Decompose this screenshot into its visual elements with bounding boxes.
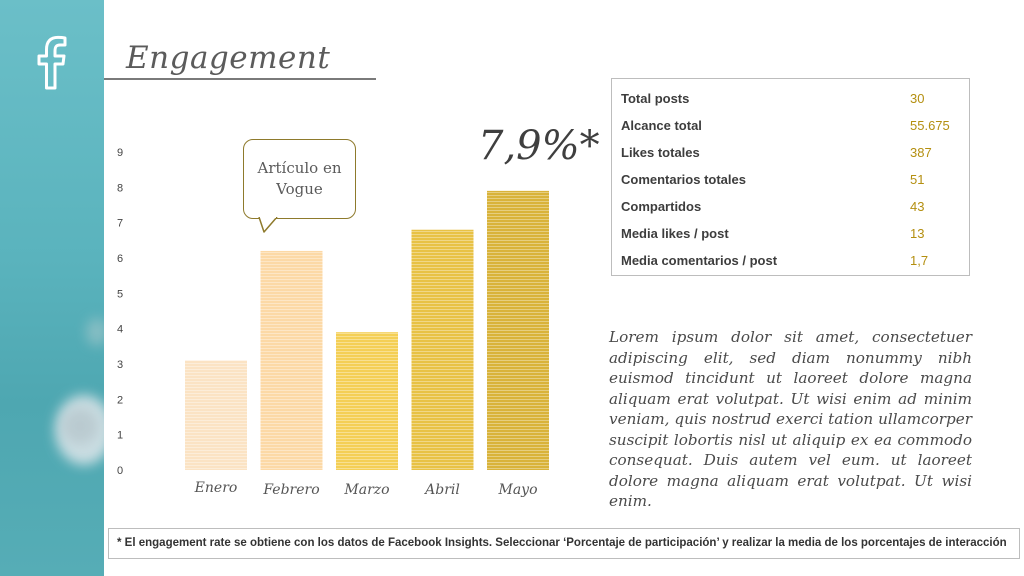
stats-label: Compartidos <box>621 199 702 214</box>
y-tick-label: 5 <box>117 288 123 300</box>
stats-label: Media comentarios / post <box>621 253 778 268</box>
engagement-bar-chart: 0 1 2 3 4 5 6 7 8 9 Enero Febrero Marzo Abril Mayo <box>117 147 549 498</box>
bar-texture <box>260 250 323 470</box>
stats-value: 1,7 <box>910 253 929 268</box>
x-category-label: Abril <box>423 482 460 498</box>
x-category-label: Mayo <box>497 482 537 498</box>
stats-label: Comentarios totales <box>621 172 746 187</box>
y-tick-label: 3 <box>117 359 123 371</box>
y-tick-label: 8 <box>117 182 123 194</box>
stats-value: 387 <box>910 145 932 160</box>
stats-label: Alcance total <box>621 118 702 133</box>
stats-value: 51 <box>910 172 925 187</box>
blurred-bud-decoration <box>86 318 104 346</box>
page-title: Engagement <box>126 40 331 76</box>
stats-value: 13 <box>910 226 925 241</box>
y-tick-label: 7 <box>117 218 123 230</box>
stats-value: 30 <box>910 91 925 106</box>
y-tick-label: 2 <box>117 394 123 406</box>
stats-row: Media likes / post 13 <box>612 220 969 247</box>
title-underline <box>104 78 376 80</box>
y-tick-label: 9 <box>117 147 123 159</box>
blurred-flower-center <box>62 408 98 444</box>
side-decoration-strip <box>0 0 104 576</box>
bar-texture <box>185 360 247 470</box>
x-category-label: Marzo <box>343 482 389 498</box>
stats-row: Total posts 30 <box>612 85 969 112</box>
x-category-label: Enero <box>194 480 238 496</box>
stats-value: 43 <box>910 199 925 214</box>
callout-bubble: Artículo en Vogue <box>243 139 356 219</box>
stats-row: Alcance total 55.675 <box>612 112 969 139</box>
bar-texture <box>411 229 474 470</box>
facebook-icon <box>37 35 67 90</box>
stats-row: Media comentarios / post 1,7 <box>612 247 969 274</box>
y-tick-label: 4 <box>117 324 123 336</box>
stats-label: Media likes / post <box>621 226 729 241</box>
y-tick-label: 1 <box>117 430 123 442</box>
stats-label: Likes totales <box>621 145 700 160</box>
footnote: * El engagement rate se obtiene con los … <box>108 528 1020 559</box>
bar-texture <box>336 332 398 470</box>
y-tick-label: 0 <box>117 465 123 477</box>
stats-row: Compartidos 43 <box>612 193 969 220</box>
stats-table: Total posts 30 Alcance total 55.675 Likes to… <box>611 78 970 276</box>
highlight-engagement-rate: 7,9%* <box>478 123 600 169</box>
stats-value: 55.675 <box>910 118 950 133</box>
description-text: Lorem ipsum dolor sit amet, consectetuer… <box>609 328 972 510</box>
stats-row: Likes totales 387 <box>612 139 969 166</box>
stats-label: Total posts <box>621 91 690 106</box>
x-category-label: Febrero <box>262 482 319 498</box>
callout-pointer <box>258 217 278 233</box>
bar-texture <box>487 190 549 470</box>
callout-text: Artículo en Vogue <box>257 159 342 198</box>
y-tick-label: 6 <box>117 253 123 265</box>
stats-row: Comentarios totales 51 <box>612 166 969 193</box>
